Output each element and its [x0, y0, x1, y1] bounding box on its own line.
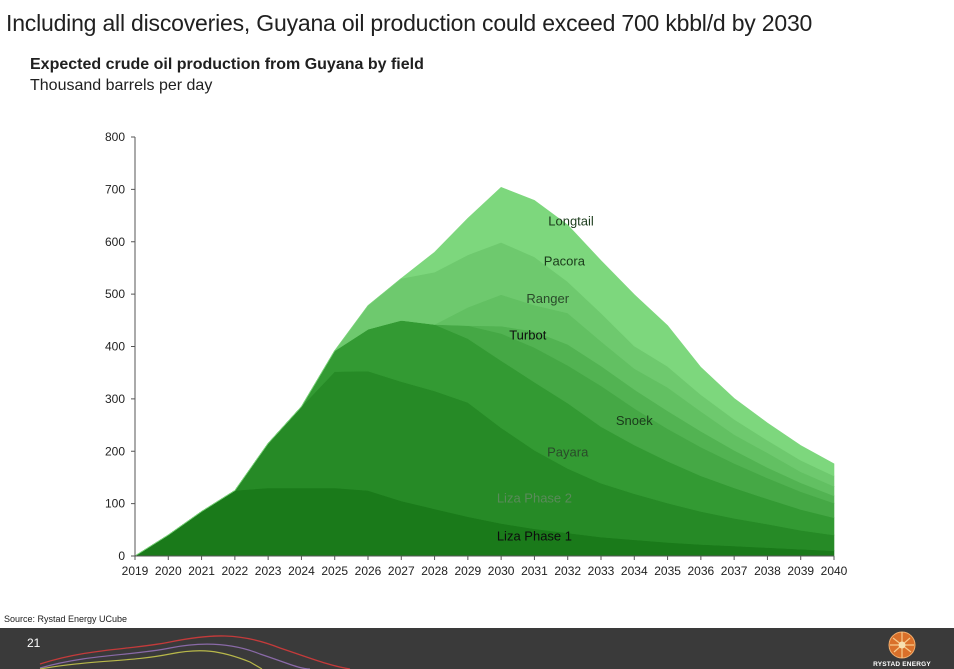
- footer-decoration-lines: [39, 635, 351, 669]
- x-tick-label: 2029: [455, 564, 482, 578]
- series-label-liza-phase-2: Liza Phase 2: [497, 491, 572, 506]
- globe-icon: [888, 631, 916, 659]
- x-tick-label: 2034: [621, 564, 648, 578]
- x-tick-label: 2028: [421, 564, 448, 578]
- series-label-snoek: Snoek: [616, 413, 653, 428]
- x-tick-label: 2030: [488, 564, 515, 578]
- page-number: 21: [27, 636, 41, 650]
- chart-axes: 0 100 200 300 400 500 600 700 800 2019 2020 2021 202…: [105, 130, 848, 578]
- y-tick-label: 100: [105, 497, 125, 511]
- y-tick-label: 200: [105, 444, 125, 458]
- x-tick-label: 2019: [122, 564, 149, 578]
- series-label-longtail: Longtail: [548, 214, 594, 229]
- y-tick-label: 700: [105, 182, 125, 196]
- y-tick-label: 0: [118, 549, 125, 563]
- rystad-logo: RYSTAD ENERGY: [872, 630, 932, 669]
- series-label-payara: Payara: [547, 444, 589, 459]
- stacked-area-chart: 0 100 200 300 400 500 600 700 800 2019 2020 2021 202…: [105, 130, 848, 578]
- y-tick-label: 800: [105, 130, 125, 144]
- x-tick-label: 2036: [688, 564, 715, 578]
- source-note: Source: Rystad Energy UCube: [4, 614, 128, 624]
- series-label-ranger: Ranger: [526, 291, 569, 306]
- x-tick-label: 2040: [821, 564, 848, 578]
- x-tick-label: 2027: [388, 564, 415, 578]
- x-tick-label: 2033: [588, 564, 615, 578]
- x-tick-label: 2020: [155, 564, 182, 578]
- series-label-pacora: Pacora: [544, 253, 586, 268]
- logo-text: RYSTAD ENERGY: [873, 661, 931, 668]
- y-tick-label: 300: [105, 392, 125, 406]
- x-tick-label: 2035: [654, 564, 681, 578]
- area-layers: [133, 186, 835, 557]
- series-label-turbot: Turbot: [509, 328, 546, 343]
- x-tick-label: 2031: [521, 564, 548, 578]
- x-tick-label: 2021: [188, 564, 215, 578]
- footer-bar: 21 RYSTAD ENERGY: [0, 628, 954, 669]
- x-tick-label: 2023: [255, 564, 282, 578]
- x-tick-label: 2025: [321, 564, 348, 578]
- chart-title: Expected crude oil production from Guyan…: [30, 56, 424, 73]
- page-title: Including all discoveries, Guyana oil pr…: [6, 10, 813, 36]
- y-tick-label: 500: [105, 287, 125, 301]
- x-tick-label: 2026: [355, 564, 382, 578]
- x-tick-label: 2024: [288, 564, 315, 578]
- y-tick-label: 600: [105, 235, 125, 249]
- x-tick-label: 2038: [754, 564, 781, 578]
- chart-subtitle: Thousand barrels per day: [30, 77, 213, 94]
- y-tick-label: 400: [105, 340, 125, 354]
- series-label-liza-phase-1: Liza Phase 1: [497, 528, 572, 543]
- x-tick-label: 2039: [787, 564, 814, 578]
- area-longtail: [134, 186, 835, 557]
- x-tick-label: 2032: [554, 564, 581, 578]
- x-tick-label: 2037: [721, 564, 748, 578]
- series-labels: Liza Phase 1 Liza Phase 2 Payara Snoek Turbo…: [497, 214, 653, 544]
- x-tick-label: 2022: [222, 564, 249, 578]
